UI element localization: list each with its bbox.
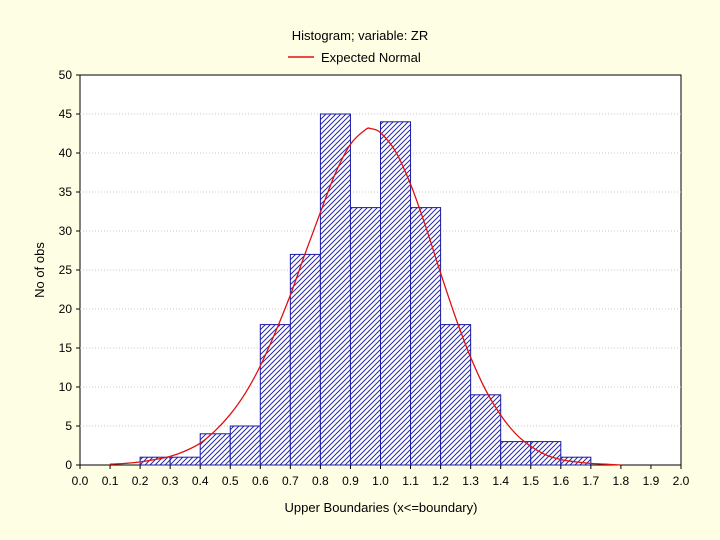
- y-tick-label: 15: [59, 341, 73, 355]
- x-tick-label: 1.3: [462, 474, 479, 488]
- histogram-bar: [380, 121, 412, 466]
- x-tick-label: 1.6: [552, 474, 569, 488]
- y-tick-label: 30: [59, 224, 73, 238]
- x-tick-label: 0.1: [102, 474, 119, 488]
- x-tick-label: 0.4: [192, 474, 209, 488]
- y-tick-label: 45: [59, 107, 73, 121]
- histogram-bar: [289, 253, 321, 466]
- histogram-bar: [470, 394, 502, 466]
- histogram-bar: [500, 441, 532, 466]
- y-axis-label: No of obs: [32, 242, 47, 298]
- expected-normal-curve: [109, 127, 621, 466]
- histogram-bar: [169, 456, 201, 466]
- histogram-bar: [349, 207, 382, 466]
- x-tick-label: 1.0: [372, 474, 389, 488]
- x-tick-label: 0.6: [252, 474, 269, 488]
- y-axis: 0 5 10 15 20 25 30 35 40 45 50: [59, 68, 80, 472]
- histogram-bar: [440, 324, 472, 466]
- histogram-bar: [259, 324, 291, 466]
- x-tick-label: 0.7: [282, 474, 299, 488]
- x-axis-label: Upper Boundaries (x<=boundary): [285, 500, 478, 515]
- legend: Expected Normal: [288, 50, 421, 65]
- x-tick-label: 1.7: [583, 474, 600, 488]
- histogram-bar: [410, 207, 442, 466]
- y-tick-label: 10: [59, 380, 73, 394]
- histogram-bar: [229, 425, 261, 466]
- histogram-bar: [319, 113, 351, 466]
- x-tick-label: 1.9: [643, 474, 660, 488]
- histogram-bar: [199, 433, 231, 466]
- y-tick-label: 40: [59, 146, 73, 160]
- histogram-bar: [530, 441, 562, 466]
- y-tick-label: 25: [59, 263, 73, 277]
- y-tick-label: 5: [65, 419, 72, 433]
- x-tick-label: 1.1: [402, 474, 419, 488]
- x-axis: 0.0 0.1 0.2 0.3 0.4 0.5 0.6 0.7 0.8 0.9 1.0 1.1 1.2 1…: [72, 465, 690, 488]
- x-tick-label: 1.2: [432, 474, 449, 488]
- x-tick-label: 0.9: [342, 474, 359, 488]
- x-tick-label: 0.0: [72, 474, 89, 488]
- chart-title: Histogram; variable: ZR: [292, 28, 429, 43]
- x-tick-label: 1.4: [492, 474, 509, 488]
- x-tick-label: 0.8: [312, 474, 329, 488]
- histogram-bar: [560, 456, 592, 466]
- x-tick-label: 1.5: [522, 474, 539, 488]
- x-tick-label: 0.5: [222, 474, 239, 488]
- x-tick-label: 1.8: [613, 474, 630, 488]
- x-tick-label: 0.2: [132, 474, 149, 488]
- y-tick-label: 20: [59, 302, 73, 316]
- y-tick-label: 35: [59, 185, 73, 199]
- x-tick-label: 2.0: [673, 474, 690, 488]
- y-tick-label: 0: [65, 458, 72, 472]
- legend-label: Expected Normal: [321, 50, 421, 65]
- x-tick-label: 0.3: [162, 474, 179, 488]
- y-tick-label: 50: [59, 68, 73, 82]
